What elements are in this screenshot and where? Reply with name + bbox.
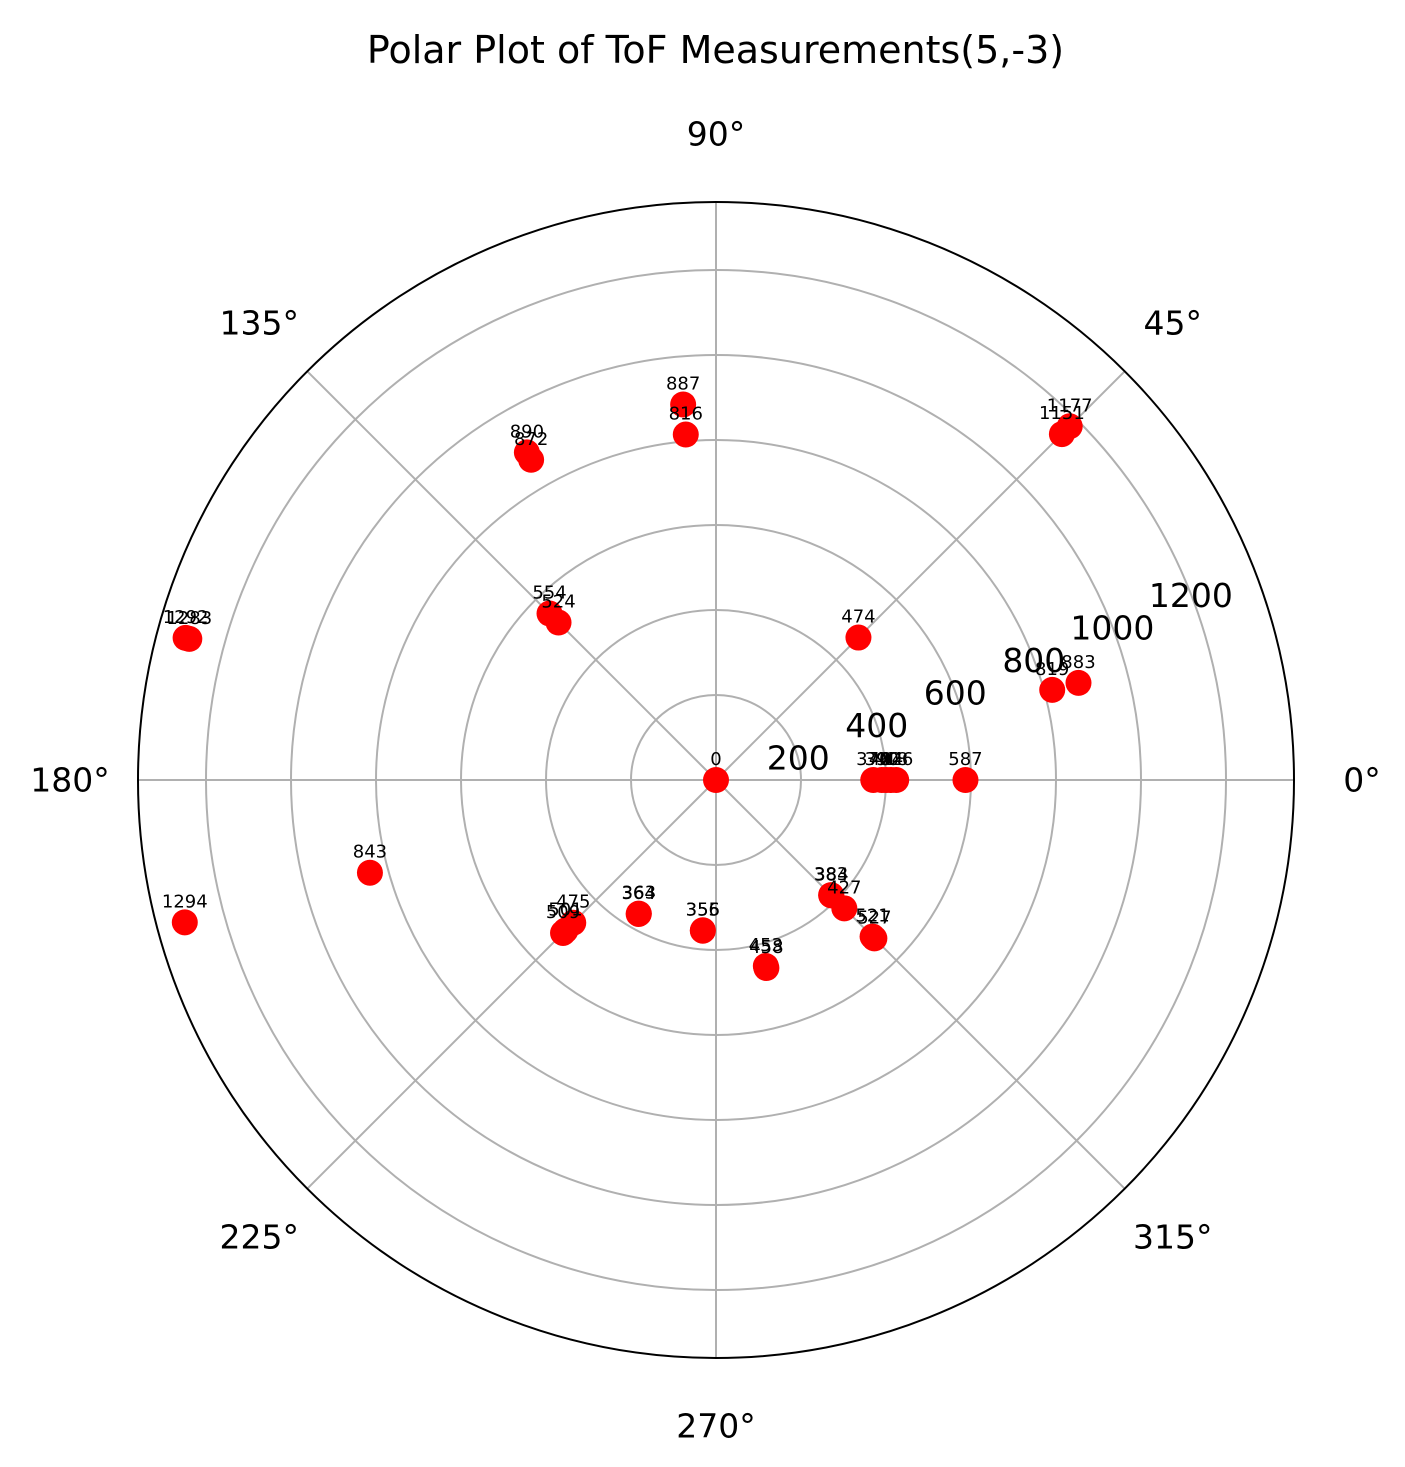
angle-tick-label-225: 225° bbox=[219, 1217, 299, 1256]
data-point-7 bbox=[845, 624, 872, 651]
radial-tick-label-800: 800 bbox=[1002, 641, 1065, 680]
data-label-25: 363 bbox=[622, 883, 656, 904]
data-label-33: 527 bbox=[857, 907, 891, 928]
data-label-31: 427 bbox=[827, 877, 861, 898]
data-point-15 bbox=[513, 439, 540, 466]
data-label-1: 587 bbox=[948, 749, 982, 770]
angle-tick-labels: 0° 45° 90° 135° 180° 225° 270° 315° bbox=[30, 115, 1381, 1446]
data-label-7: 474 bbox=[841, 607, 875, 628]
data-label-16: 524 bbox=[541, 592, 575, 613]
data-label-19: 1292 bbox=[163, 607, 209, 628]
data-label-5: 418 bbox=[874, 749, 908, 770]
angle-tick-label-90: 90° bbox=[687, 115, 746, 154]
angular-gridline-135 bbox=[306, 370, 717, 781]
angle-tick-label-270: 270° bbox=[676, 1407, 756, 1446]
radial-tick-label-200: 200 bbox=[767, 738, 830, 777]
data-point-26 bbox=[625, 900, 652, 927]
data-point-1 bbox=[952, 767, 979, 793]
angle-tick-label-180: 180° bbox=[30, 761, 110, 800]
data-point-12 bbox=[672, 421, 699, 448]
data-point-8 bbox=[1039, 676, 1066, 703]
data-point-35 bbox=[818, 882, 845, 909]
data-label-30: 458 bbox=[749, 937, 783, 958]
data-point-13 bbox=[670, 391, 697, 418]
data-label-6: 426 bbox=[879, 749, 913, 770]
angle-tick-label-0: 0° bbox=[1343, 761, 1381, 800]
data-label-17: 554 bbox=[532, 583, 566, 604]
angle-tick-label-315: 315° bbox=[1133, 1217, 1213, 1256]
polar-frame bbox=[137, 201, 1295, 1359]
data-point-19 bbox=[172, 624, 199, 651]
data-point-0 bbox=[703, 767, 729, 793]
data-label-13: 887 bbox=[666, 373, 700, 394]
data-label-24: 509 bbox=[546, 902, 580, 923]
data-label-29: 453 bbox=[749, 935, 783, 956]
data-point-30 bbox=[753, 955, 780, 982]
data-points bbox=[171, 391, 1092, 982]
data-label-35: 384 bbox=[814, 864, 848, 885]
data-point-21 bbox=[356, 859, 383, 886]
data-label-21: 843 bbox=[353, 842, 387, 863]
data-point-6 bbox=[883, 767, 910, 793]
data-label-15: 890 bbox=[510, 421, 544, 442]
data-label-12: 816 bbox=[669, 404, 703, 425]
data-label-22: 475 bbox=[556, 892, 590, 913]
data-label-0: 0 bbox=[710, 749, 721, 770]
data-label-11: 1177 bbox=[1047, 395, 1093, 416]
data-label-23: 501 bbox=[548, 900, 582, 921]
data-label-26: 364 bbox=[621, 883, 655, 904]
angle-tick-label-45: 45° bbox=[1144, 304, 1203, 343]
data-label-2: 370 bbox=[856, 749, 890, 770]
data-label-9: 883 bbox=[1061, 652, 1095, 673]
angular-gridline-315 bbox=[715, 779, 1126, 1190]
radial-tick-label-1200: 1200 bbox=[1149, 576, 1233, 615]
data-point-17 bbox=[536, 600, 563, 627]
angle-tick-label-135: 135° bbox=[219, 304, 299, 343]
data-label-4: 404 bbox=[869, 749, 903, 770]
data-point-33 bbox=[861, 925, 888, 952]
data-label-28: 355 bbox=[686, 899, 720, 920]
data-label-27: 356 bbox=[686, 900, 720, 921]
angular-gridline-225 bbox=[306, 779, 717, 1190]
data-label-34: 383 bbox=[814, 864, 848, 885]
data-label-3: 390 bbox=[865, 749, 899, 770]
data-label-18: 1283 bbox=[166, 608, 212, 629]
data-label-10: 1151 bbox=[1039, 403, 1085, 424]
data-label-8: 819 bbox=[1035, 659, 1069, 680]
radial-tick-label-400: 400 bbox=[845, 706, 908, 745]
chart-title: Polar Plot of ToF Measurements(5,-3) bbox=[366, 28, 1065, 72]
data-label-20: 1294 bbox=[162, 891, 208, 912]
data-point-11 bbox=[1056, 413, 1083, 440]
data-label-14: 872 bbox=[514, 429, 548, 450]
data-point-24 bbox=[550, 919, 577, 946]
data-point-9 bbox=[1065, 669, 1092, 696]
data-label-32: 521 bbox=[855, 906, 889, 927]
data-point-28 bbox=[689, 917, 716, 944]
data-point-20 bbox=[171, 909, 198, 936]
radial-tick-label-600: 600 bbox=[924, 673, 987, 712]
radial-tick-label-1000: 1000 bbox=[1070, 608, 1154, 647]
